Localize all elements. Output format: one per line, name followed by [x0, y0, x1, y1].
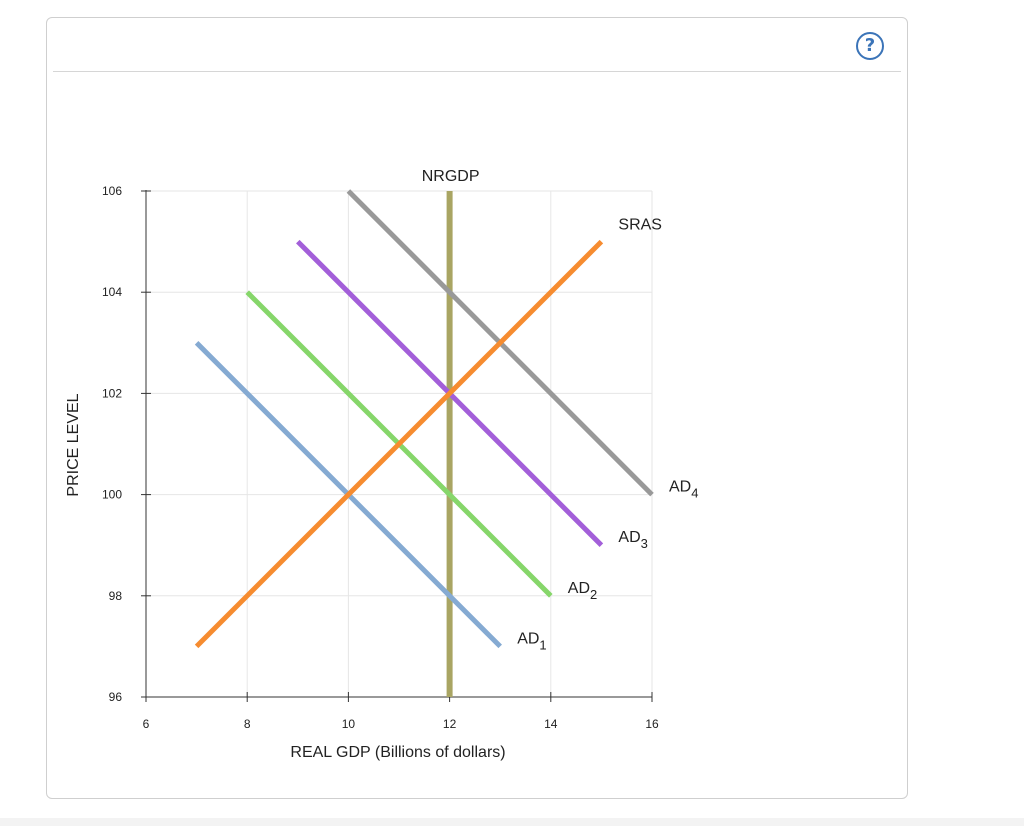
- y-tick-label: 106: [102, 184, 122, 198]
- y-tick-label: 96: [109, 690, 123, 704]
- x-tick-label: 14: [544, 717, 558, 731]
- series-label-ad1: AD1: [517, 630, 546, 652]
- y-axis-title: PRICE LEVEL: [65, 393, 82, 496]
- series-label-sras: SRAS: [618, 217, 662, 234]
- page-bottom-strip: [0, 818, 1024, 826]
- series-label-ad3: AD3: [618, 529, 647, 551]
- y-tick-label: 98: [109, 589, 123, 603]
- x-tick-label: 8: [244, 717, 251, 731]
- series-label-nrgdp: NRGDP: [422, 168, 480, 185]
- x-tick-label: 16: [645, 717, 659, 731]
- x-tick-label: 12: [443, 717, 457, 731]
- series-label-ad2: AD2: [568, 580, 597, 602]
- panel-divider: [53, 71, 901, 72]
- x-tick-label: 6: [143, 717, 150, 731]
- series-line-sras: [194, 239, 604, 649]
- series-label-ad4: AD4: [669, 479, 698, 501]
- question-panel: ?: [46, 17, 908, 799]
- y-tick-label: 100: [102, 488, 122, 502]
- y-tick-label: 104: [102, 285, 122, 299]
- help-icon: ?: [864, 35, 876, 56]
- x-tick-label: 10: [342, 717, 356, 731]
- x-axis-title: REAL GDP (Billions of dollars): [290, 744, 505, 761]
- y-tick-label: 102: [102, 386, 122, 400]
- help-button[interactable]: ?: [856, 32, 884, 60]
